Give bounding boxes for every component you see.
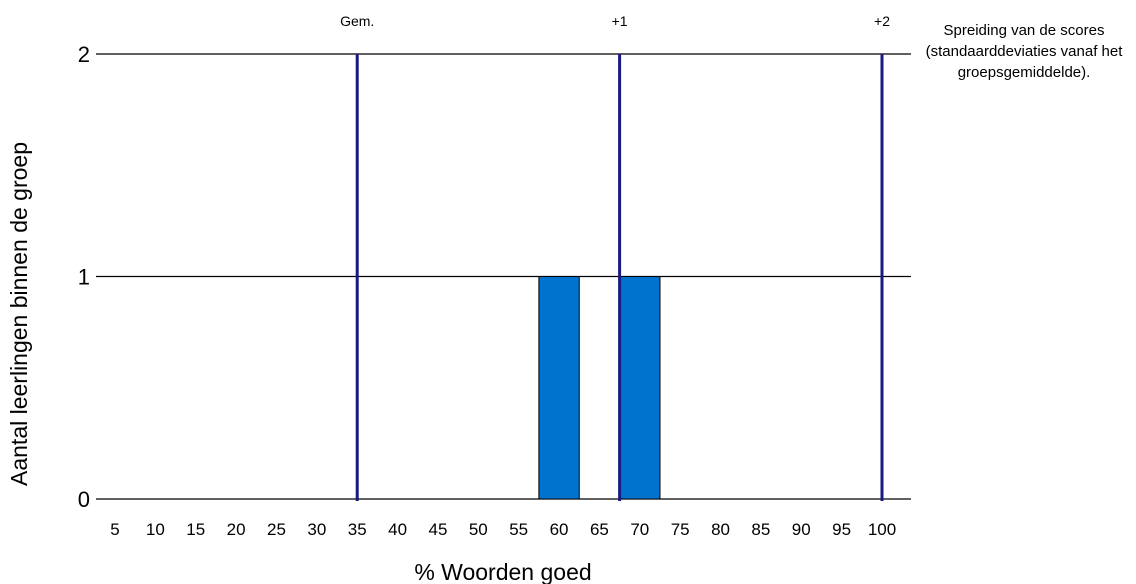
reference-line-label: +2 — [874, 13, 890, 29]
x-tick-label: 80 — [711, 520, 730, 539]
x-tick-label: 30 — [307, 520, 326, 539]
y-tick-label: 0 — [78, 487, 90, 512]
x-tick-label: 90 — [792, 520, 811, 539]
bar — [619, 276, 661, 500]
x-tick-label: 55 — [509, 520, 528, 539]
x-tick-label: 45 — [428, 520, 447, 539]
x-tick-label: 95 — [832, 520, 851, 539]
x-tick-label: 65 — [590, 520, 609, 539]
y-axis-title: Aantal leerlingen binnen de groep — [6, 142, 32, 486]
x-axis-title: % Woorden goed — [414, 559, 591, 584]
x-tick-label: 20 — [227, 520, 246, 539]
x-tick-label: 15 — [186, 520, 205, 539]
x-tick-label: 100 — [868, 520, 896, 539]
reference-line-label: +1 — [612, 13, 628, 29]
x-tick-label: 85 — [751, 520, 770, 539]
x-tick-label: 75 — [671, 520, 690, 539]
x-tick-label: 25 — [267, 520, 286, 539]
bar — [538, 276, 580, 500]
x-tick-label: 40 — [388, 520, 407, 539]
y-tick-label: 1 — [78, 265, 90, 290]
x-tick-label: 35 — [348, 520, 367, 539]
x-tick-label: 60 — [550, 520, 569, 539]
x-tick-label: 10 — [146, 520, 165, 539]
x-tick-label: 50 — [469, 520, 488, 539]
spread-note: Spreiding van de scores (standaarddeviat… — [925, 22, 1123, 81]
reference-line-label: Gem. — [340, 13, 374, 29]
x-tick-label: 70 — [630, 520, 649, 539]
y-tick-label: 2 — [78, 42, 90, 67]
x-tick-label: 5 — [110, 520, 119, 539]
